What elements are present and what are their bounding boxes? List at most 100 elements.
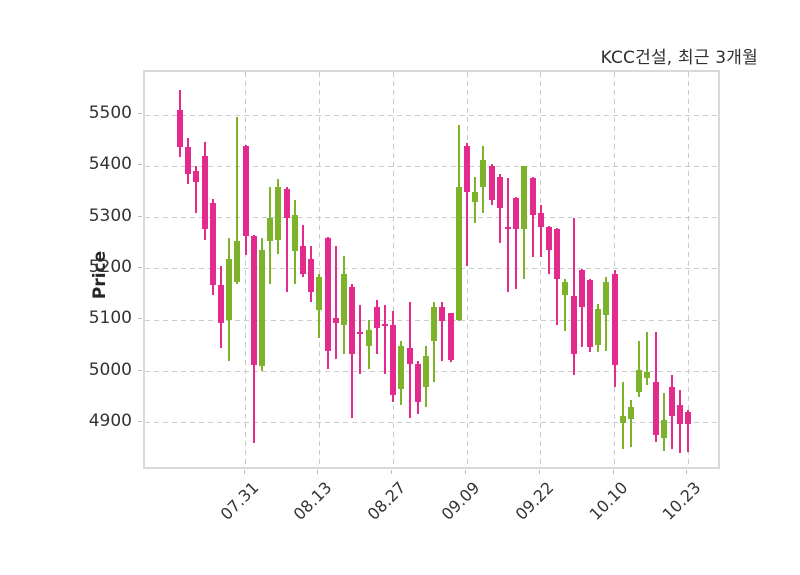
gridline-vertical [466, 72, 468, 467]
candle-body-down [644, 371, 651, 378]
candle-body-down [267, 217, 274, 241]
candle-wick [531, 176, 534, 258]
candle-wick [334, 245, 337, 359]
candle-body-down [365, 330, 372, 346]
candle-body-up [185, 147, 192, 175]
candle-wick [285, 186, 288, 292]
candle-body-up [447, 313, 454, 360]
candle-body-up [218, 285, 224, 323]
y-tick-mark [138, 266, 142, 268]
candle-body-up [513, 198, 520, 229]
candle-wick [564, 279, 567, 332]
candle-wick [580, 268, 583, 347]
candle-body-up [677, 405, 684, 424]
candle-body-up [529, 177, 536, 216]
y-tick-label: 5300 [88, 205, 132, 226]
candle-body-up [439, 307, 446, 322]
x-tick-label: 09.22 [511, 478, 558, 524]
candle-body-up [382, 324, 388, 327]
candle-body-down [398, 345, 405, 390]
gridline-horizontal [145, 217, 718, 219]
candle-body-down [275, 186, 282, 240]
candle-body-down [423, 356, 429, 387]
candle-body-down [341, 274, 347, 326]
candle-wick [498, 174, 501, 244]
candle-body-up [554, 228, 561, 280]
y-tick-mark [138, 215, 142, 217]
candle-body-down [595, 308, 602, 345]
candle-body-up [570, 295, 577, 354]
candle-body-up [300, 245, 306, 275]
candle-wick [646, 331, 649, 386]
candle-body-up [496, 176, 503, 209]
candle-body-down [234, 240, 241, 282]
x-tick-mark [612, 470, 614, 474]
candle-body-down [480, 159, 487, 187]
gridline-vertical [245, 72, 247, 467]
candle-wick [236, 116, 239, 285]
candle-body-up [587, 280, 593, 347]
candle-body-up [242, 145, 249, 236]
x-tick-label: 10.10 [585, 478, 632, 524]
x-tick-label: 07.31 [216, 478, 263, 524]
x-tick-label: 10.23 [658, 478, 705, 524]
candle-body-down [455, 186, 462, 321]
candle-body-up [537, 212, 544, 227]
y-tick-label: 5200 [88, 256, 132, 277]
y-tick-label: 4900 [88, 410, 132, 431]
candle-wick [507, 177, 509, 292]
gridline-vertical [687, 72, 689, 467]
candle-body-down [660, 420, 667, 439]
x-tick-label: 08.13 [289, 478, 336, 524]
x-tick-mark [465, 470, 466, 474]
candle-body-down [259, 249, 265, 367]
y-tick-mark [138, 164, 142, 166]
gridline-horizontal [145, 422, 718, 424]
candle-body-up [390, 325, 397, 395]
candle-body-up [193, 171, 200, 183]
candle-body-up [283, 189, 290, 218]
candle-wick [195, 166, 198, 213]
y-tick-label: 5100 [88, 308, 132, 329]
x-tick-mark [538, 470, 540, 474]
x-tick-mark [686, 470, 688, 474]
candle-body-up [546, 226, 552, 251]
y-tick-mark [138, 369, 142, 371]
candle-body-up [250, 235, 257, 366]
candle-wick [539, 204, 542, 258]
gridline-horizontal [145, 268, 718, 270]
candle-wick [515, 197, 518, 290]
candle-body-up [177, 109, 183, 148]
candle-body-down [291, 215, 298, 251]
gridline-vertical [392, 72, 394, 467]
candle-body-up [332, 317, 339, 323]
candle-wick [384, 304, 386, 375]
gridline-horizontal [145, 165, 718, 167]
gridline-horizontal [145, 371, 718, 372]
x-tick-label: 08.27 [363, 478, 410, 524]
gridline-vertical [318, 72, 320, 467]
candle-wick [433, 302, 436, 382]
candle-wick [630, 400, 632, 447]
gridline-horizontal [145, 114, 718, 116]
candle-body-up [578, 269, 585, 307]
x-tick-mark [391, 470, 393, 474]
y-tick-label: 5000 [88, 359, 132, 380]
candle-body-up [406, 348, 413, 364]
y-tick-label: 5400 [88, 154, 132, 175]
candle-body-up [209, 202, 216, 286]
candle-body-down [619, 416, 626, 424]
candle-body-up [505, 226, 511, 229]
y-tick-label: 5500 [88, 103, 132, 124]
candle-body-up [357, 332, 364, 335]
chart-title: KCC건설, 최근 3개월 [600, 48, 758, 68]
candle-body-down [628, 406, 634, 419]
candle-wick [621, 381, 624, 450]
candle-body-up [652, 382, 659, 436]
candle-body-up [308, 258, 315, 292]
candle-wick [687, 409, 690, 453]
plot-area [143, 70, 720, 469]
candle-body-up [669, 386, 675, 416]
gridline-vertical [614, 72, 616, 467]
